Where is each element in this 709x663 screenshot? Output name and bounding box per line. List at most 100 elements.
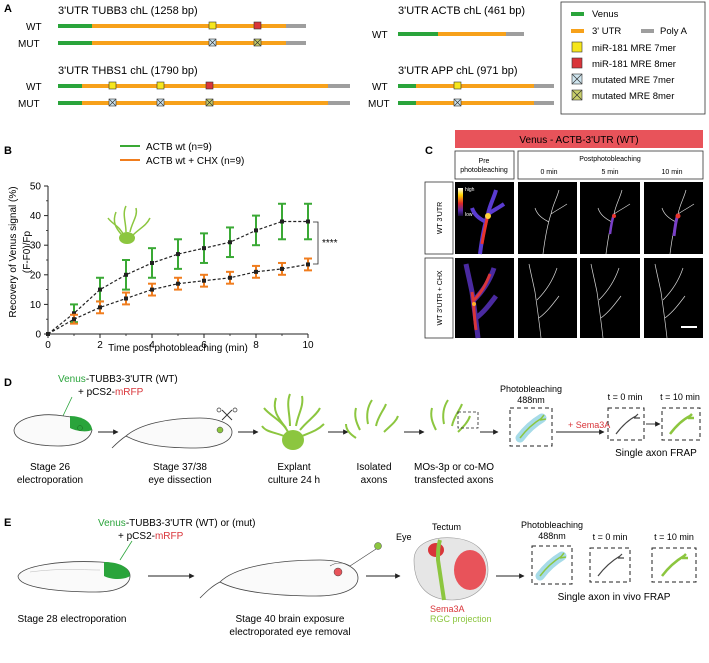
e-photobleaching: Photobleaching: [521, 520, 583, 530]
y-tick-label: 0: [35, 330, 41, 341]
d-t0: t = 0 min: [608, 392, 643, 402]
x-tick-label: 6: [201, 340, 207, 351]
data-point: [254, 269, 258, 274]
data-point: [228, 240, 232, 245]
recovery-chart: ACTB wt (n=9) ACTB wt + CHX (n=9) Recove…: [8, 142, 338, 354]
e-plasmid: + pCS2-mRFP: [118, 531, 184, 542]
d-frap: Single axon FRAP: [615, 448, 697, 459]
data-point: [306, 219, 310, 224]
post-header: [517, 150, 704, 180]
data-point: [72, 311, 76, 316]
post-header-text: Postphotobleaching: [579, 156, 641, 163]
e-488nm: 488nm: [538, 531, 566, 541]
legend-mut7: mutated MRE 7mer: [592, 75, 674, 86]
e-stage40b: electroporated eye removal: [229, 627, 350, 638]
data-point: [46, 332, 50, 336]
tubb3-wt-construct: [58, 21, 306, 30]
chart-ylabel-1: Recovery of Venus signal (%): [8, 186, 19, 317]
lut-scale: [458, 188, 463, 216]
data-point: [98, 305, 102, 310]
e-construct: Venus-TUBB3-3'UTR (WT) or (mut): [98, 518, 256, 529]
legend-mre8: miR-181 MRE 8mer: [592, 59, 676, 70]
data-point: [150, 260, 154, 265]
e-sema: Sema3A: [430, 604, 465, 614]
tile-r1-t10: [644, 182, 703, 254]
panel-label-c: C: [425, 145, 433, 157]
t5-header: 5 min: [601, 169, 618, 176]
legend-mut8: mutated MRE 8mer: [592, 91, 674, 102]
actb-title: 3'UTR ACTB chL (461 bp): [398, 5, 525, 17]
legend-mre8-swatch: [571, 57, 583, 69]
growth-cone-icon: [107, 205, 151, 244]
x-tick-label: 4: [149, 340, 155, 351]
e-photobleach-box: [531, 545, 573, 585]
data-point: [98, 287, 102, 292]
fit-line-1: [47, 263, 309, 335]
e-frap: Single axon in vivo FRAP: [558, 592, 671, 603]
app-mut-construct: [398, 98, 554, 107]
y-tick-label: 30: [30, 241, 42, 252]
d-construct: Venus-TUBB3-3'UTR (WT): [58, 374, 178, 385]
row2-header: [424, 257, 454, 339]
chart-legend-chx: ACTB wt + CHX (n=9): [146, 156, 244, 167]
chart-axes: 0 2 4 6 8 10 0 10 20 30 40 50: [30, 182, 314, 352]
pre-header-text-2: photobleaching: [460, 167, 508, 174]
scale-bar: [681, 326, 697, 328]
pre-header-text-1: Pre: [479, 158, 490, 165]
chart-ylabel-2: (F-F0)/Fp: [22, 230, 33, 273]
stage40-tadpole: [199, 559, 359, 599]
explant-icon: [261, 393, 325, 450]
thbs1-wt-label: WT: [26, 82, 42, 93]
d-photobleaching: Photobleaching: [500, 384, 562, 394]
data-point: [124, 296, 128, 301]
t0-header: 0 min: [540, 169, 557, 176]
panel-label-a: A: [4, 3, 12, 15]
e-tectum: Tectum: [432, 522, 461, 532]
tile-r2-t10: [644, 258, 703, 338]
legend-mre7-swatch: [571, 41, 583, 53]
data-point: [202, 278, 206, 283]
thbs1-mut-construct: [58, 98, 350, 107]
data-point: [280, 219, 284, 224]
tile-r2-t5: [580, 258, 640, 338]
app-mut-label: MUT: [368, 99, 390, 110]
d-t10: t = 10 min: [660, 392, 700, 402]
legend-utr-swatch: [571, 29, 584, 33]
data-point: [306, 262, 310, 267]
construct-legend: Venus 3' UTR Poly A miR-181 MRE 7mer miR…: [560, 1, 706, 115]
lut-high: high: [465, 187, 475, 193]
tectum-diagram: [413, 537, 489, 601]
tubb3-mut-construct: [58, 38, 306, 47]
panel-label-d: D: [4, 377, 12, 389]
tile-r1-t0: [518, 182, 577, 254]
d-stage3738: Stage 37/38: [153, 462, 207, 473]
legend-venus: Venus: [592, 9, 619, 20]
app-wt-label: WT: [372, 82, 388, 93]
tile-r1-pre: [455, 182, 514, 254]
e-eye: Eye: [396, 532, 412, 542]
venus-banner: [455, 130, 703, 148]
x-tick-label: 2: [97, 340, 103, 351]
d-culture: culture 24 h: [268, 475, 320, 486]
series-1: [46, 257, 312, 336]
legend-mre7: miR-181 MRE 7mer: [592, 43, 676, 54]
legend-venus-swatch: [571, 12, 584, 16]
data-point: [72, 317, 76, 322]
venus-banner-text: Venus - ACTB-3'UTR (WT): [519, 135, 638, 146]
tubb3-mut-label: MUT: [18, 39, 40, 50]
d-plasmid: + pCS2-mRFP: [78, 387, 144, 398]
chart-marks: [46, 202, 312, 336]
x-tick-label: 8: [253, 340, 259, 351]
data-point: [150, 287, 154, 292]
fit-line-0: [47, 220, 308, 335]
e-t10-box: [651, 547, 697, 583]
app-wt-construct: [398, 81, 554, 90]
stage3738-tadpole: [111, 407, 238, 449]
row1-label: WT 3'UTR: [437, 202, 444, 234]
d-488nm: 488nm: [517, 395, 545, 405]
d-explant: Explant: [277, 462, 311, 473]
d-eye-dissection: eye dissection: [148, 475, 211, 486]
microscopy-grid: high low: [455, 182, 703, 339]
legend-polya-swatch: [641, 29, 654, 33]
